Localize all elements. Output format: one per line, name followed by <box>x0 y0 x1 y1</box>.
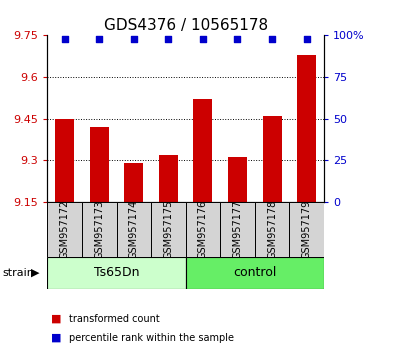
Point <box>165 36 171 41</box>
Text: GSM957173: GSM957173 <box>94 200 104 259</box>
Bar <box>289 202 324 257</box>
Bar <box>47 257 186 289</box>
Point <box>269 36 275 41</box>
Bar <box>90 127 109 202</box>
Point <box>200 36 206 41</box>
Bar <box>186 202 220 257</box>
Text: GSM957174: GSM957174 <box>129 200 139 259</box>
Bar <box>255 202 289 257</box>
Text: GSM957175: GSM957175 <box>164 200 173 259</box>
Text: GSM957178: GSM957178 <box>267 200 277 259</box>
Bar <box>159 155 178 202</box>
Bar <box>220 202 255 257</box>
Text: GSM957177: GSM957177 <box>233 200 243 259</box>
Bar <box>47 202 82 257</box>
Text: percentile rank within the sample: percentile rank within the sample <box>69 333 234 343</box>
Text: ▶: ▶ <box>31 268 40 278</box>
Bar <box>297 55 316 202</box>
Bar <box>194 99 213 202</box>
Text: ■: ■ <box>51 314 62 324</box>
Bar <box>82 202 117 257</box>
Bar <box>117 202 151 257</box>
Bar <box>228 158 247 202</box>
Bar <box>124 163 143 202</box>
Point <box>234 36 241 41</box>
Text: strain: strain <box>2 268 34 278</box>
Point <box>96 36 102 41</box>
Text: GSM957176: GSM957176 <box>198 200 208 259</box>
Text: transformed count: transformed count <box>69 314 160 324</box>
Point <box>62 36 68 41</box>
Text: Ts65Dn: Ts65Dn <box>94 266 139 279</box>
Bar <box>263 116 282 202</box>
Bar <box>186 257 324 289</box>
Text: GSM957179: GSM957179 <box>302 200 312 259</box>
Title: GDS4376 / 10565178: GDS4376 / 10565178 <box>103 18 268 33</box>
Point <box>131 36 137 41</box>
Bar <box>151 202 186 257</box>
Point <box>303 36 310 41</box>
Text: GSM957172: GSM957172 <box>60 200 70 259</box>
Text: ■: ■ <box>51 333 62 343</box>
Text: control: control <box>233 266 276 279</box>
Bar <box>55 119 74 202</box>
